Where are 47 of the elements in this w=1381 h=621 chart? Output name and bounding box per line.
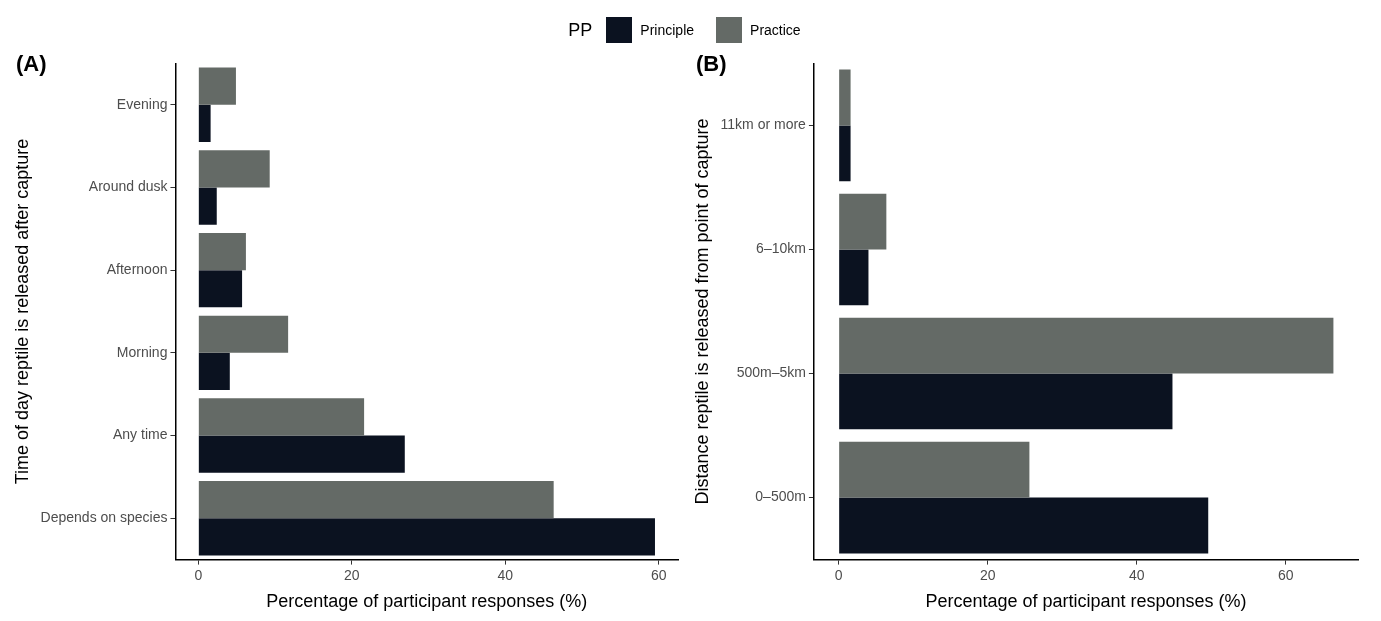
bar xyxy=(198,187,217,225)
y-tick-label: Evening xyxy=(116,95,168,112)
y-tick-label: Afternoon xyxy=(106,261,168,278)
bar xyxy=(198,398,365,436)
y-tick-label: 11km or more xyxy=(720,116,807,133)
bar xyxy=(198,481,554,519)
bar xyxy=(198,270,243,308)
bar xyxy=(839,193,887,250)
y-tick-label: Around dusk xyxy=(88,178,169,195)
x-tick-label: 60 xyxy=(1277,566,1294,583)
legend-title: PP xyxy=(568,19,593,41)
bar xyxy=(198,315,289,353)
bar xyxy=(198,150,270,188)
y-tick-label: 6–10km xyxy=(756,240,806,257)
bar xyxy=(198,232,246,271)
y-tick-label: 500m–5km xyxy=(736,364,806,381)
bar xyxy=(198,104,211,142)
x-axis-title: Percentage of participant responses (%) xyxy=(925,591,1247,612)
chart-title: (B) xyxy=(696,51,727,77)
x-tick-label: 40 xyxy=(497,566,514,583)
bar xyxy=(839,317,1334,374)
y-tick-label: 0–500m xyxy=(755,488,806,505)
bar xyxy=(839,69,851,126)
y-tick-label: Any time xyxy=(112,426,168,443)
bar xyxy=(839,497,1209,554)
x-tick-label: 0 xyxy=(194,566,203,583)
bar xyxy=(839,125,851,182)
x-tick-label: 60 xyxy=(651,566,667,583)
x-tick-label: 20 xyxy=(344,566,360,583)
legend-label: Practice xyxy=(750,22,801,38)
x-tick-label: 40 xyxy=(1128,566,1145,583)
bar xyxy=(839,373,1173,430)
y-tick-label: Morning xyxy=(116,343,168,360)
legend-label: Principle xyxy=(640,22,695,38)
bar xyxy=(198,67,236,105)
x-axis-title: Percentage of participant responses (%) xyxy=(266,591,588,612)
bar xyxy=(198,518,655,556)
bar xyxy=(839,441,1030,498)
chart-title: (A) xyxy=(16,51,47,77)
bar xyxy=(839,249,869,306)
y-axis-title: Time of day reptile is released after capture xyxy=(11,138,32,485)
y-axis-title: Distance reptile is released from point of capture xyxy=(691,118,712,505)
bar xyxy=(198,435,405,473)
bar xyxy=(198,352,230,391)
x-tick-label: 20 xyxy=(979,566,996,583)
x-tick-label: 0 xyxy=(834,566,843,583)
y-tick-label: Depends on species xyxy=(40,509,168,526)
